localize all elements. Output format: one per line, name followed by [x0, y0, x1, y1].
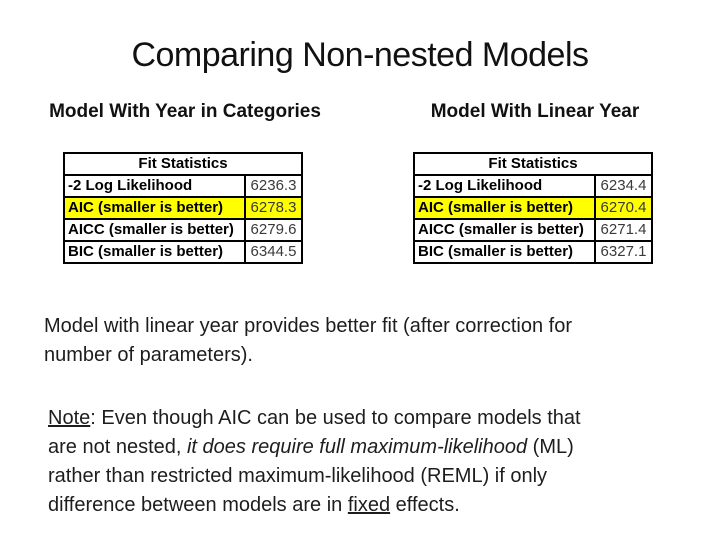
table-header-cell: Fit Statistics [413, 152, 653, 176]
slide-title: Comparing Non-nested Models [131, 36, 589, 74]
fit-statistics-table-linear: Fit Statistics -2 Log Likelihood 6234.4 … [413, 152, 653, 264]
text-segment: Model with linear year provides better f… [44, 315, 572, 337]
table-row-aic: AIC (smaller is better) 6278.3 [63, 196, 303, 220]
row-label: AICC (smaller is better) [413, 218, 596, 242]
row-label: -2 Log Likelihood [413, 174, 596, 198]
table-row-bic: BIC (smaller is better) 6327.1 [413, 240, 653, 264]
row-value: 6278.3 [244, 196, 303, 220]
row-value: 6236.3 [244, 174, 303, 198]
text-segment: : Even though AIC can be used to compare… [90, 407, 581, 429]
row-value: 6271.4 [594, 218, 653, 242]
table-row-bic: BIC (smaller is better) 6344.5 [63, 240, 303, 264]
row-label: BIC (smaller is better) [413, 240, 596, 264]
fit-statistics-table-categories: Fit Statistics -2 Log Likelihood 6236.3 … [63, 152, 303, 264]
text-segment: (ML) [527, 436, 574, 458]
row-label: AICC (smaller is better) [63, 218, 246, 242]
table-row-aicc: AICC (smaller is better) 6279.6 [63, 218, 303, 242]
text-segment: effects. [390, 494, 460, 516]
conclusion-paragraph: Model with linear year provides better f… [44, 312, 674, 370]
column-heading-year-categories: Model With Year in Categories [49, 101, 321, 122]
text-segment: rather than restricted maximum-likelihoo… [48, 465, 548, 487]
column-heading-linear-year: Model With Linear Year [430, 101, 640, 122]
table-header-row: Fit Statistics [63, 152, 303, 176]
text-segment: it does require full maximum-likelihood [186, 436, 528, 458]
text-segment: Note [48, 407, 91, 429]
note-paragraph: Note: Even though AIC can be used to com… [48, 404, 673, 520]
row-value: 6344.5 [244, 240, 303, 264]
table-row-log-likelihood: -2 Log Likelihood 6234.4 [413, 174, 653, 198]
row-label: -2 Log Likelihood [63, 174, 246, 198]
row-value: 6270.4 [594, 196, 653, 220]
table-row-log-likelihood: -2 Log Likelihood 6236.3 [63, 174, 303, 198]
row-value: 6234.4 [594, 174, 653, 198]
text-segment: difference between models are in [48, 494, 348, 516]
text-segment: are not nested, [48, 436, 187, 458]
row-label: AIC (smaller is better) [413, 196, 596, 220]
text-segment: number of parameters). [44, 344, 253, 366]
table-header-cell: Fit Statistics [63, 152, 303, 176]
table-row-aic: AIC (smaller is better) 6270.4 [413, 196, 653, 220]
text-segment: fixed [347, 494, 391, 516]
row-value: 6327.1 [594, 240, 653, 264]
row-label: BIC (smaller is better) [63, 240, 246, 264]
row-label: AIC (smaller is better) [63, 196, 246, 220]
table-row-aicc: AICC (smaller is better) 6271.4 [413, 218, 653, 242]
row-value: 6279.6 [244, 218, 303, 242]
table-header-row: Fit Statistics [413, 152, 653, 176]
